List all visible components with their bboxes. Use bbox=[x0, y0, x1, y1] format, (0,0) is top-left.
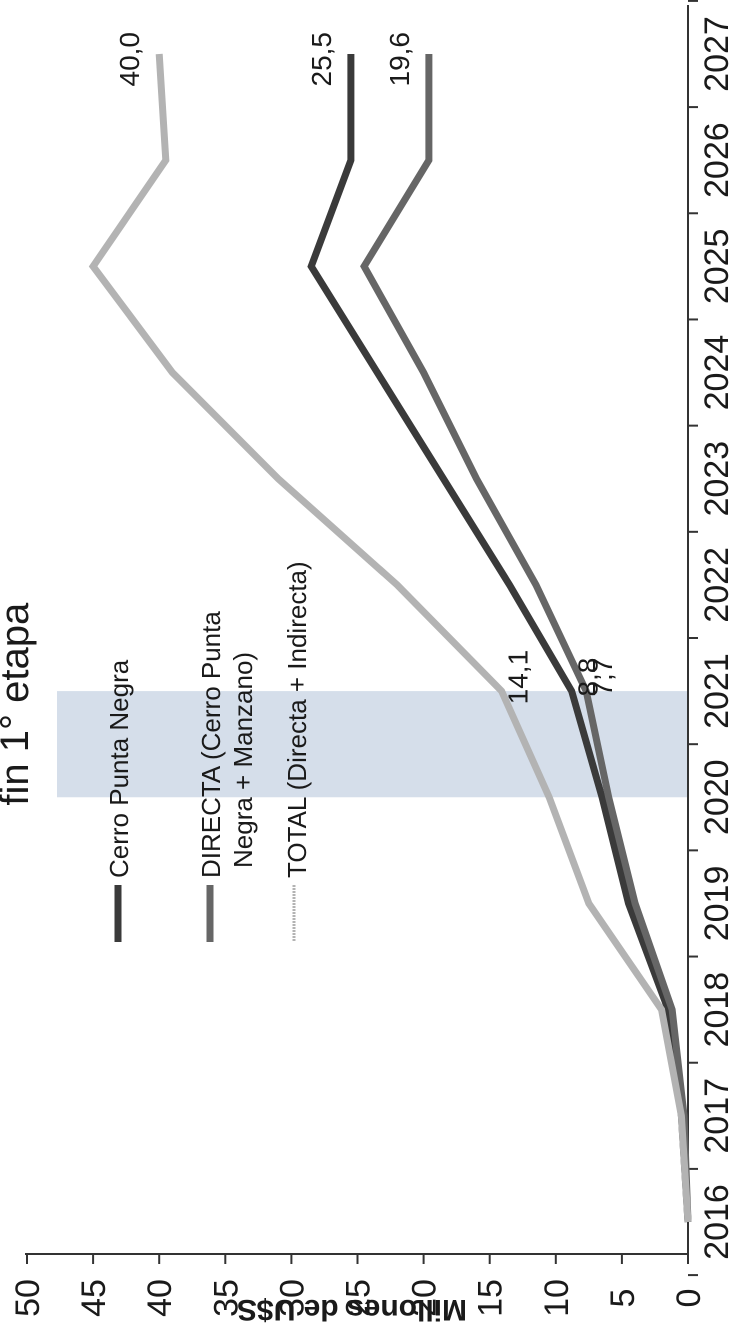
legend-label: TOTAL (Directa + Indirecta) bbox=[282, 561, 312, 878]
y-tick-label: 25 bbox=[340, 1279, 378, 1317]
x-tick-label: 2026 bbox=[698, 122, 736, 198]
y-tick-label: 15 bbox=[472, 1279, 510, 1317]
series-line-2 bbox=[360, 54, 692, 1223]
y-axis-ticks: 0 5 10 15 20 25 30 35 40 45 50 bbox=[9, 1254, 708, 1317]
x-tick-label: 2021 bbox=[698, 653, 736, 729]
data-label: 8,8 bbox=[573, 658, 604, 697]
data-label: 19,6 bbox=[384, 32, 415, 87]
legend-label: DIRECTA (Cerro Punta bbox=[196, 611, 226, 878]
y-tick-label: 35 bbox=[207, 1279, 245, 1317]
x-tick-label: 2022 bbox=[698, 547, 736, 623]
y-tick-label: 0 bbox=[670, 1289, 708, 1308]
y-tick-label: 45 bbox=[75, 1279, 113, 1317]
legend: Cerro Punta Negra DIRECTA (Cerro Punta Neg… bbox=[104, 561, 312, 942]
x-tick-label: 2020 bbox=[698, 759, 736, 835]
highlight-band bbox=[57, 691, 688, 798]
x-tick-label: 2023 bbox=[698, 441, 736, 517]
data-label: 14,1 bbox=[503, 650, 534, 705]
legend-label: Negra + Manzano) bbox=[228, 652, 258, 868]
x-tick-label: 2018 bbox=[698, 972, 736, 1048]
x-tick-label: 2025 bbox=[698, 229, 736, 305]
x-tick-label: 2024 bbox=[698, 335, 736, 411]
y-tick-label: 5 bbox=[604, 1289, 642, 1308]
y-tick-label: 30 bbox=[273, 1279, 311, 1317]
y-axis-title: Millones de U$S bbox=[237, 1293, 467, 1326]
y-tick-label: 50 bbox=[9, 1279, 47, 1317]
x-tick-label: 2019 bbox=[698, 866, 736, 942]
data-label: 25,5 bbox=[306, 32, 337, 87]
series-lines bbox=[88, 53, 692, 1223]
data-labels: 8,87,7 14,1 25,5 19,6 40,0 bbox=[114, 32, 618, 704]
data-label: 7,7 bbox=[587, 658, 618, 697]
y-tick-label: 20 bbox=[406, 1279, 444, 1317]
y-tick-label: 10 bbox=[538, 1279, 576, 1317]
y-tick-label: 40 bbox=[141, 1279, 179, 1317]
x-tick-label: 2016 bbox=[698, 1184, 736, 1260]
series-line-1 bbox=[307, 54, 692, 1223]
data-label: 40,0 bbox=[114, 32, 145, 87]
x-tick-label: 2017 bbox=[698, 1078, 736, 1154]
x-tick-label: 2027 bbox=[698, 16, 736, 92]
x-axis-ticks: 2016 2017 2018 2019 2020 2021 2022 2023 2024 2025… bbox=[688, 0, 736, 1277]
series-line-3 bbox=[88, 53, 692, 1223]
legend-label: Cerro Punta Negra bbox=[104, 659, 134, 878]
stage-annotation: fin 1° etapa bbox=[0, 602, 37, 806]
